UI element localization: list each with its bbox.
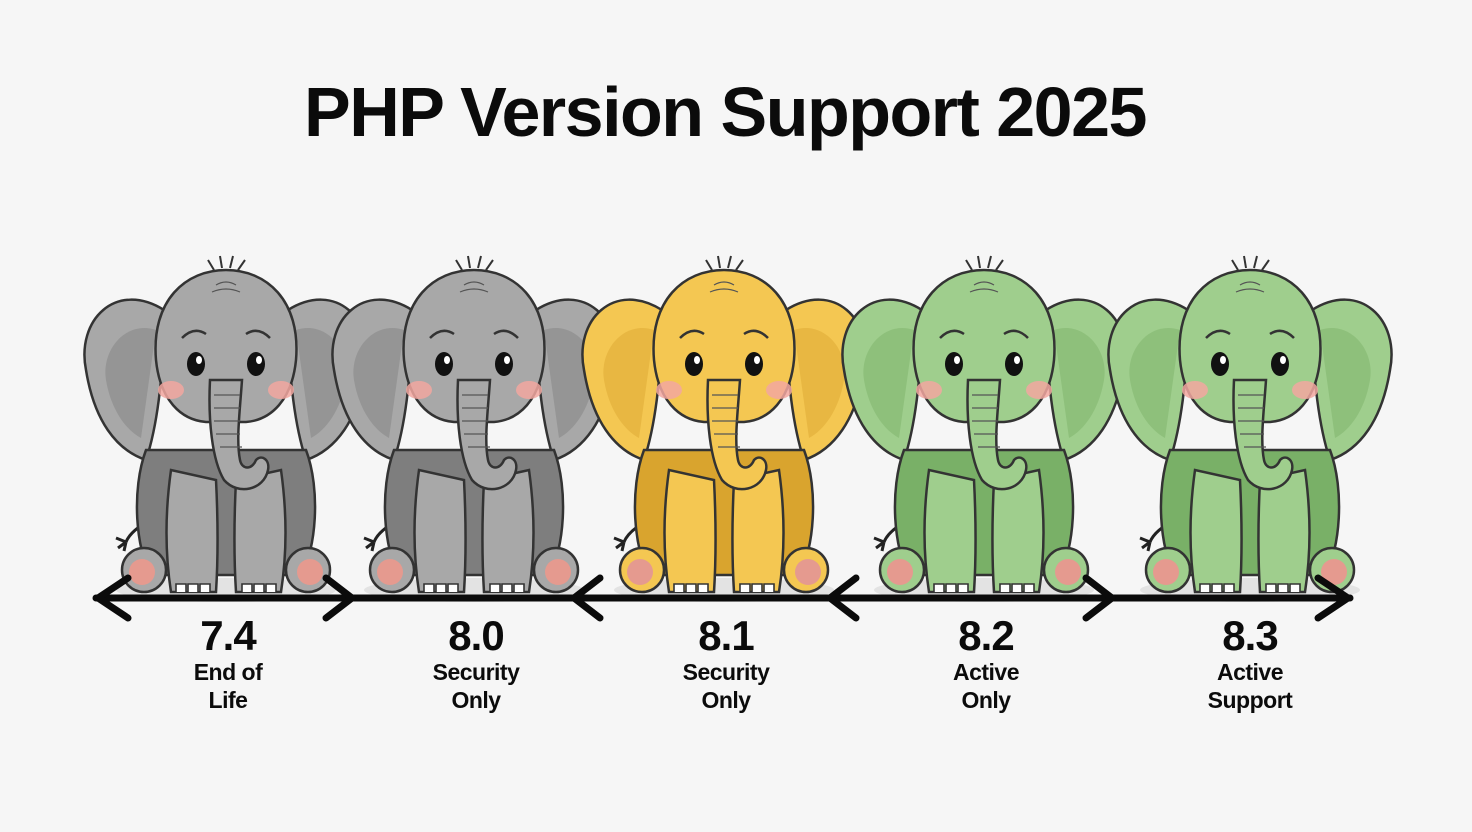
elephant-7-4-icon: [83, 255, 369, 602]
version-status: Only: [961, 687, 1011, 713]
version-status: Active: [1216, 659, 1284, 685]
arrow-left-icon: [94, 574, 132, 622]
version-label-8-0: 8.0 Security Only: [376, 614, 576, 714]
version-status: Security: [432, 659, 520, 685]
elephant-8-0-icon: [331, 255, 617, 602]
version-status: Active: [952, 659, 1020, 685]
arrow-left-icon: [570, 574, 604, 622]
elephant-row: [83, 255, 1393, 602]
version-label-8-3: 8.3 Active Support: [1150, 614, 1350, 714]
version-label-7-4: 7.4 End of Life: [128, 614, 328, 714]
arrow-right-icon: [322, 574, 356, 622]
elephant-8-1-icon: [581, 255, 867, 602]
arrow-left-icon: [826, 574, 860, 622]
version-status: Security: [682, 659, 770, 685]
page-title: PHP Version Support 2025: [304, 73, 1147, 151]
version-label-8-2: 8.2 Active Only: [886, 614, 1086, 714]
version-number: 8.3: [1222, 612, 1278, 659]
version-status: Life: [208, 687, 248, 713]
version-status: Only: [451, 687, 501, 713]
version-status: End of: [193, 659, 263, 685]
elephant-8-3-icon: [1107, 255, 1393, 602]
version-status: Only: [701, 687, 751, 713]
elephant-8-2-icon: [841, 255, 1127, 602]
arrow-right-icon: [1314, 574, 1352, 622]
timeline: [92, 574, 1354, 622]
version-number: 7.4: [200, 612, 256, 659]
arrow-right-icon: [1082, 574, 1116, 622]
version-number: 8.0: [448, 612, 504, 659]
version-label-8-1: 8.1 Security Only: [626, 614, 826, 714]
version-status: Support: [1207, 687, 1293, 713]
version-number: 8.1: [698, 612, 754, 659]
version-number: 8.2: [958, 612, 1014, 659]
